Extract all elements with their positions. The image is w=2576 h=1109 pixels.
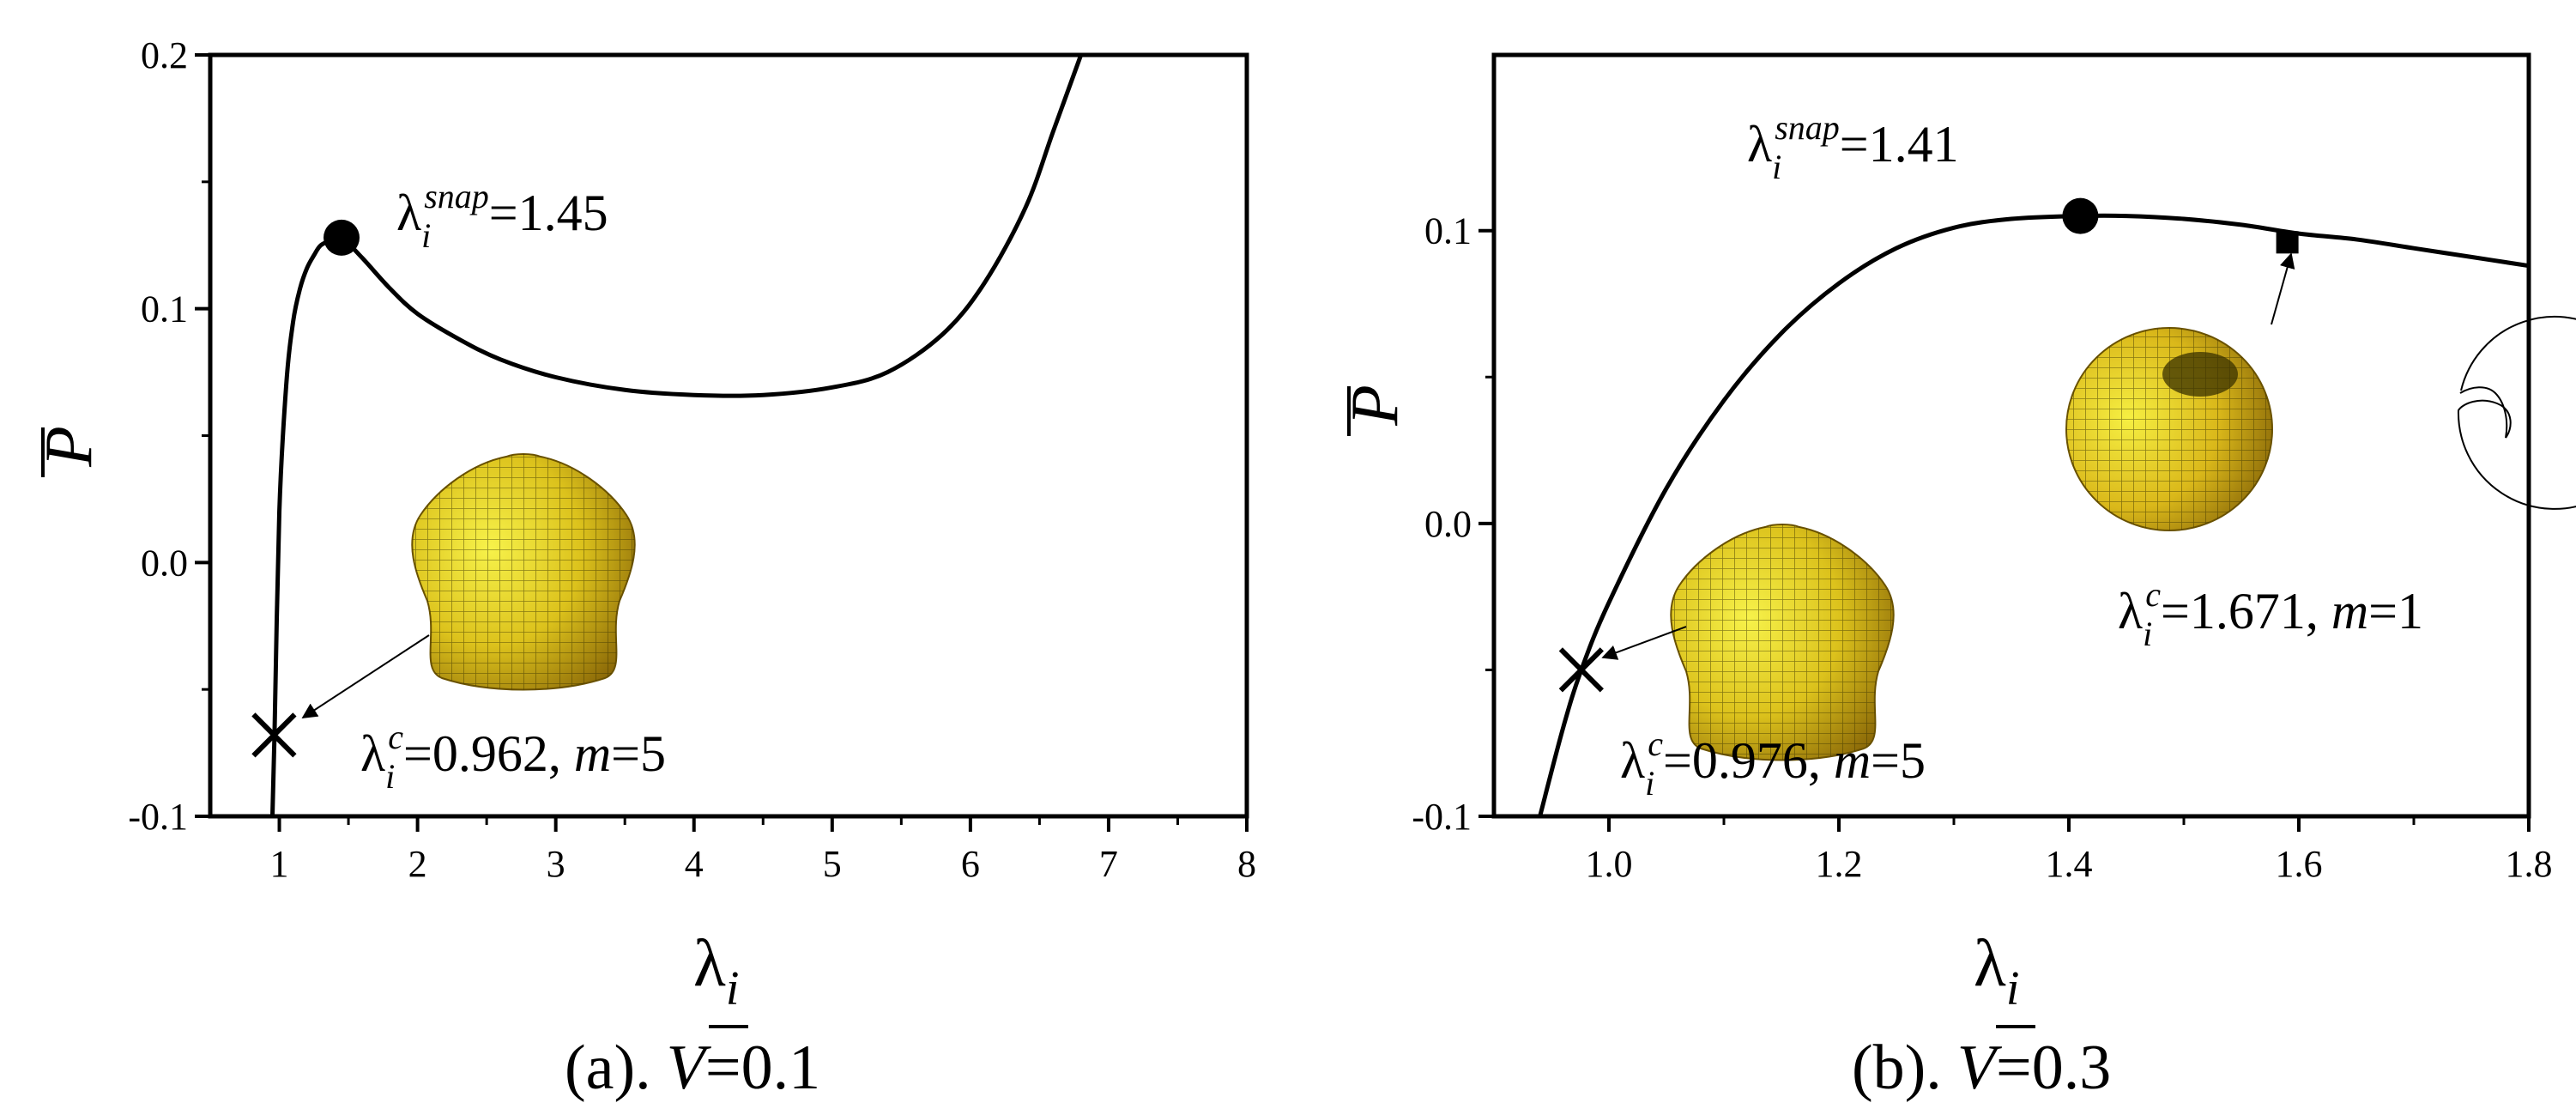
y-tick-label-a: -0.1 [128, 796, 188, 838]
square-point-marker-b [2276, 231, 2299, 254]
membrane-shape-m5-b [1670, 524, 1895, 761]
snap-annotation-b: λisnap=1.41 [1747, 108, 1959, 186]
critical-point-marker-b [1558, 647, 1604, 693]
x-tick-label-a: 7 [1099, 843, 1118, 885]
x-tick-label-b: 1.6 [2276, 843, 2323, 885]
cross-section-outline-m1 [2457, 315, 2576, 510]
x-tick-label-a: 1 [270, 843, 289, 885]
x-tick-label-b: 1.0 [1586, 843, 1633, 885]
svg-text:(b).V=0.3: (b). V=0.3 [1852, 1033, 2111, 1103]
svg-text:(a).V=0.1: (a). V=0.1 [565, 1033, 820, 1103]
y-tick-label-b: -0.1 [1412, 796, 1472, 838]
series-line-b [1538, 213, 2529, 816]
membrane-shape-m5-a [411, 453, 636, 691]
y-tick-label-a: 0.2 [141, 34, 188, 76]
x-tick-label-b: 1.4 [2046, 843, 2093, 885]
x-tick-label-a: 2 [408, 843, 427, 885]
caption-b: (b). V=0.3 [1852, 1025, 2111, 1103]
snap-point-marker-a [324, 219, 360, 256]
x-tick-label-a: 5 [823, 843, 842, 885]
y-tick-label-a: 0.1 [141, 288, 188, 330]
critical-point-marker-a [251, 712, 297, 758]
pointer-arrow-b1 [1601, 626, 1687, 660]
pointer-arrow-a [301, 634, 430, 718]
y-tick-label-a: 0.0 [141, 542, 188, 584]
caption-a: (a). V=0.1 [565, 1025, 820, 1103]
snap-point-marker-b [2062, 197, 2099, 234]
axes-frame-b [1491, 52, 2531, 819]
x-tick-label-b: 1.2 [1816, 843, 1863, 885]
panel-a: 1 2 3 4 5 6 7 8 -0.1 0.0 0.1 0.2 λisnap=1.45 λic=0.… [31, 34, 1256, 1103]
y-tick-label-b: 0.1 [1424, 210, 1472, 252]
panel-b: 1.0 1.2 1.4 1.6 1.8 -0.1 0.0 0.1 λisnap=1.41 λi… [1337, 52, 2576, 1103]
critical-annotation-a: λic=0.962, m=5 [360, 718, 666, 796]
dimpled-sphere-shape-m1 [2065, 327, 2273, 531]
x-tick-label-a: 4 [685, 843, 704, 885]
critical-annotation-b-m5: λic=0.976, m=5 [1620, 724, 1926, 803]
snap-annotation-a: λisnap=1.45 [396, 177, 608, 255]
critical-annotation-b-m1: λic=1.671, m=1 [2118, 575, 2423, 653]
x-tick-label-a: 6 [961, 843, 980, 885]
x-tick-label-a: 8 [1237, 843, 1256, 885]
axes-frame-a [208, 52, 1249, 819]
y-axis-label-a: P [31, 426, 106, 477]
y-tick-label-b: 0.0 [1424, 503, 1472, 545]
x-tick-label-a: 3 [547, 843, 565, 885]
x-axis-label-a: λi [693, 925, 739, 1015]
x-tick-label-b: 1.8 [2506, 843, 2553, 885]
y-axis-label-b: P [1337, 385, 1412, 436]
pointer-arrow-b2 [2271, 252, 2295, 325]
series-line-a [269, 55, 1084, 816]
x-axis-label-b: λi [1974, 925, 2019, 1015]
